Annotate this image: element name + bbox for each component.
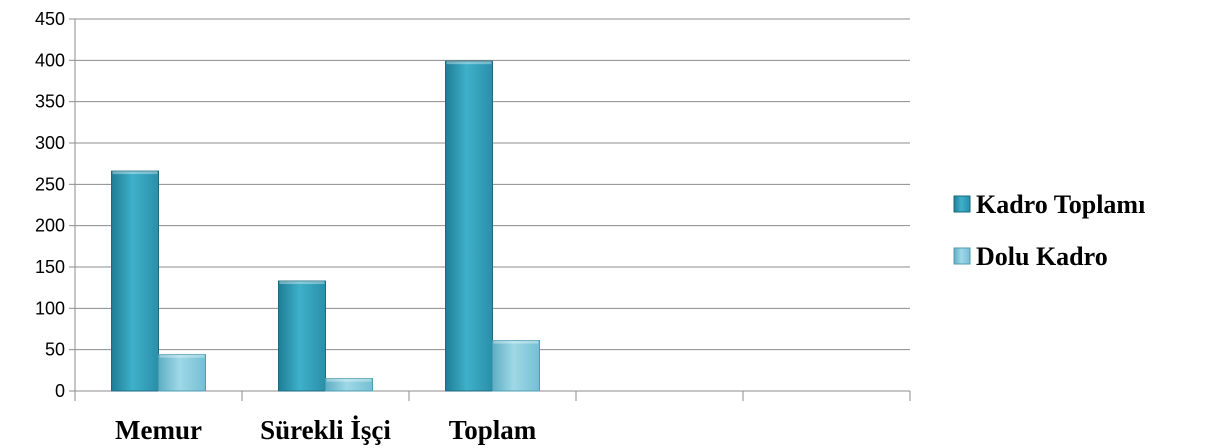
y-tick-label: 0 — [55, 381, 65, 401]
y-tick-label: 150 — [35, 257, 65, 277]
y-axis-ticks: 0 50 100 150 200 250 300 350 400 450 — [35, 9, 65, 401]
y-tick-label: 300 — [35, 133, 65, 153]
legend-label: Dolu Kadro — [976, 242, 1108, 271]
x-tick-label: Toplam — [449, 415, 537, 445]
x-axis-ticks: Memur Sürekli İşçi Toplam — [115, 415, 537, 445]
y-tick-label: 250 — [35, 174, 65, 194]
bar-kadro-toplami — [445, 60, 493, 392]
legend: Kadro Toplamı Dolu Kadro — [953, 190, 1145, 271]
bar-dolu-kadro — [325, 378, 373, 392]
legend-swatch — [953, 247, 971, 265]
x-tick-label: Sürekli İşçi — [260, 415, 391, 445]
x-tick-label: Memur — [115, 415, 202, 445]
y-tick-label: 350 — [35, 92, 65, 112]
y-tick-label: 50 — [45, 340, 65, 360]
y-tick-label: 200 — [35, 216, 65, 236]
bar-dolu-kadro — [158, 354, 206, 392]
y-tick-label: 100 — [35, 298, 65, 318]
y-tick-label: 450 — [35, 9, 65, 29]
legend-label: Kadro Toplamı — [976, 190, 1145, 219]
bar-kadro-toplami — [278, 280, 326, 392]
bar-kadro-toplami — [111, 170, 159, 392]
y-tick-label: 400 — [35, 50, 65, 70]
bar-dolu-kadro — [492, 340, 540, 392]
legend-swatch — [953, 195, 971, 213]
bars — [111, 60, 540, 392]
